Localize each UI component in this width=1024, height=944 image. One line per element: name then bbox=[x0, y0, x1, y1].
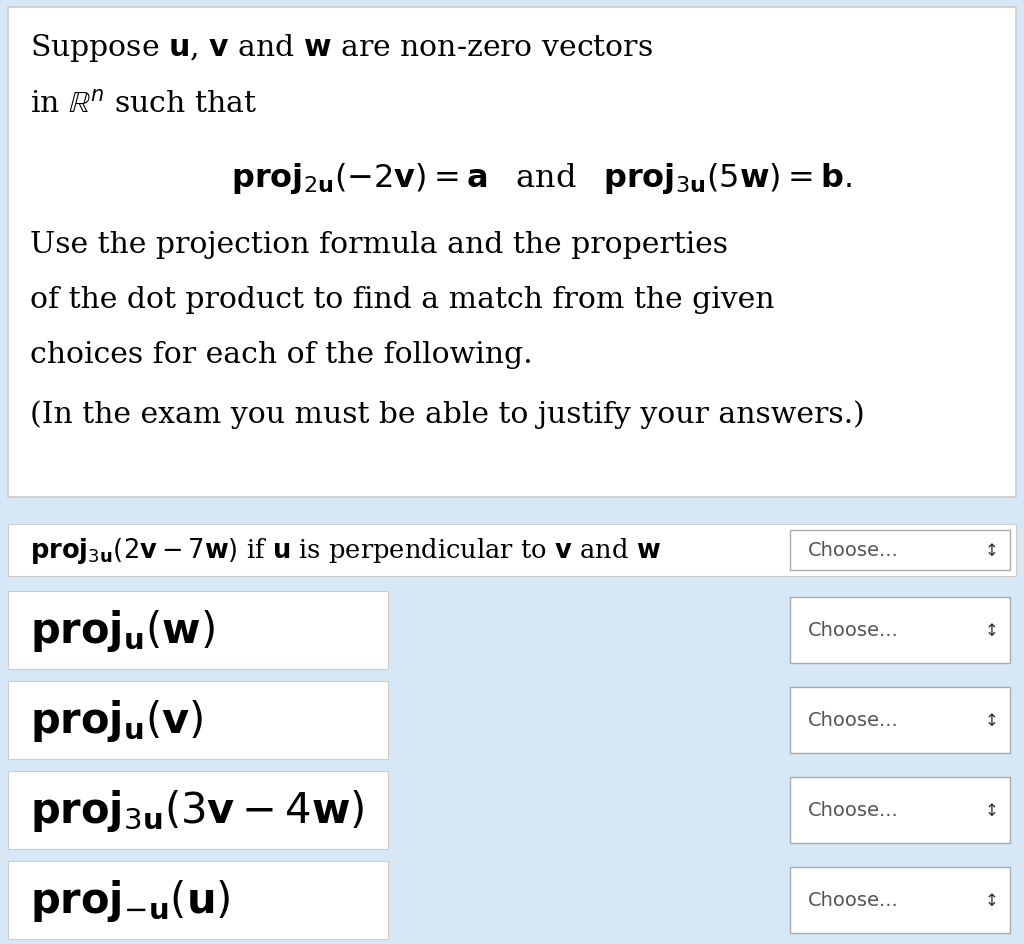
Text: $\mathbf{proj}_{-\mathbf{u}}(\mathbf{u})$: $\mathbf{proj}_{-\mathbf{u}}(\mathbf{u})… bbox=[30, 877, 230, 923]
Text: of the dot product to find a match from the given: of the dot product to find a match from … bbox=[30, 286, 774, 313]
FancyBboxPatch shape bbox=[8, 525, 1016, 577]
Text: ↕: ↕ bbox=[985, 801, 999, 819]
FancyBboxPatch shape bbox=[790, 531, 1010, 570]
Text: in $\mathbb{R}^n$ such that: in $\mathbb{R}^n$ such that bbox=[30, 91, 257, 119]
Text: ↕: ↕ bbox=[985, 542, 999, 560]
FancyBboxPatch shape bbox=[790, 868, 1010, 933]
Text: $\quad\mathbf{proj}_{2\mathbf{u}}(-2\mathbf{v}) = \mathbf{a}$$\;\;$ and $\;\;$$\: $\quad\mathbf{proj}_{2\mathbf{u}}(-2\mat… bbox=[200, 160, 852, 195]
FancyBboxPatch shape bbox=[790, 687, 1010, 753]
Text: Choose...: Choose... bbox=[808, 711, 899, 730]
Text: $\mathbf{proj}_{\mathbf{u}}(\mathbf{w})$: $\mathbf{proj}_{\mathbf{u}}(\mathbf{w})$ bbox=[30, 607, 215, 653]
Text: ↕: ↕ bbox=[985, 891, 999, 909]
Text: (In the exam you must be able to justify your answers.): (In the exam you must be able to justify… bbox=[30, 400, 864, 429]
Text: ↕: ↕ bbox=[985, 711, 999, 729]
Text: $\mathbf{proj}_{\mathbf{u}}(\mathbf{v})$: $\mathbf{proj}_{\mathbf{u}}(\mathbf{v})$ bbox=[30, 698, 204, 743]
Text: choices for each of the following.: choices for each of the following. bbox=[30, 341, 532, 368]
FancyBboxPatch shape bbox=[8, 682, 388, 759]
Text: Suppose $\mathbf{u}$, $\mathbf{v}$ and $\mathbf{w}$ are non-zero vectors: Suppose $\mathbf{u}$, $\mathbf{v}$ and $… bbox=[30, 32, 652, 64]
Text: Use the projection formula and the properties: Use the projection formula and the prope… bbox=[30, 230, 728, 259]
Text: $\mathbf{proj}_{3\mathbf{u}}(3\mathbf{v} - 4\mathbf{w})$: $\mathbf{proj}_{3\mathbf{u}}(3\mathbf{v}… bbox=[30, 787, 365, 834]
Text: Choose...: Choose... bbox=[808, 890, 899, 909]
Text: Choose...: Choose... bbox=[808, 541, 899, 560]
Text: Choose...: Choose... bbox=[808, 621, 899, 640]
FancyBboxPatch shape bbox=[8, 771, 388, 849]
FancyBboxPatch shape bbox=[8, 591, 388, 669]
FancyBboxPatch shape bbox=[8, 8, 1016, 497]
Text: ↕: ↕ bbox=[985, 621, 999, 639]
Text: Choose...: Choose... bbox=[808, 801, 899, 819]
FancyBboxPatch shape bbox=[790, 777, 1010, 843]
Text: $\mathbf{proj}_{3\mathbf{u}}(2\mathbf{v} - 7\mathbf{w})$ if $\mathbf{u}$ is perp: $\mathbf{proj}_{3\mathbf{u}}(2\mathbf{v}… bbox=[30, 535, 660, 565]
FancyBboxPatch shape bbox=[790, 598, 1010, 664]
FancyBboxPatch shape bbox=[8, 861, 388, 939]
